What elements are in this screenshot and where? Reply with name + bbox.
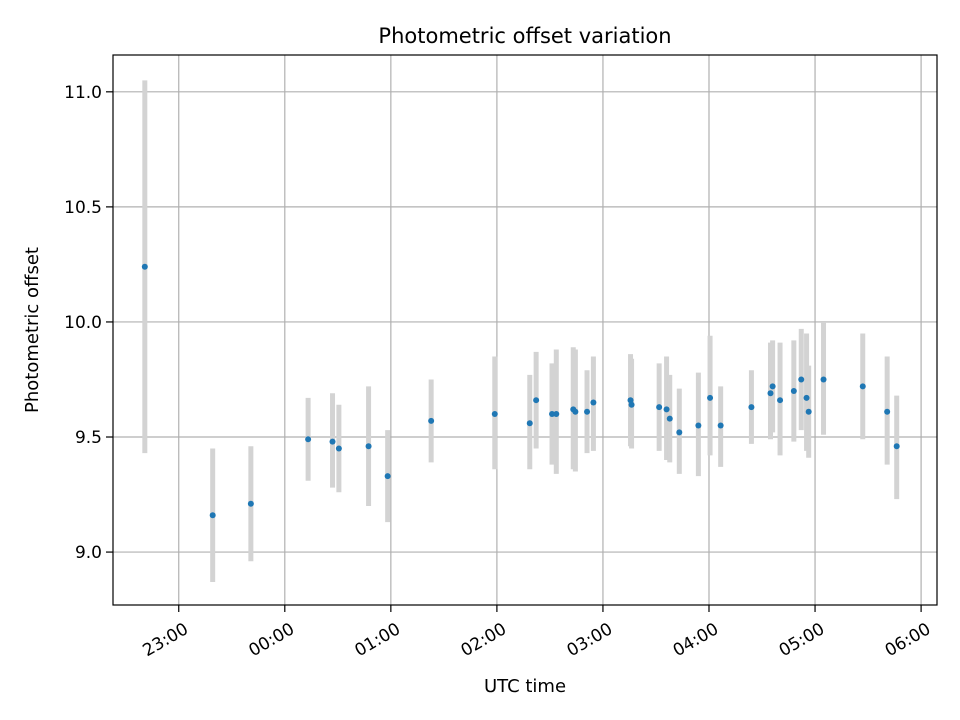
data-point [893, 443, 900, 450]
data-point [748, 404, 755, 411]
data-point [790, 387, 797, 394]
data-point [549, 410, 556, 417]
data-point [335, 445, 342, 452]
data-point [798, 376, 805, 383]
chart-title: Photometric offset variation [378, 24, 671, 48]
data-point [707, 394, 714, 401]
data-point [859, 383, 866, 390]
data-point [663, 406, 670, 413]
data-point [666, 415, 673, 422]
data-point [656, 404, 663, 411]
data-point [820, 376, 827, 383]
data-point [572, 408, 579, 415]
data-point [247, 500, 254, 507]
data-point [767, 390, 774, 397]
data-point [695, 422, 702, 429]
y-tick-label: 11.0 [64, 83, 102, 103]
data-point [590, 399, 597, 406]
data-point [803, 394, 810, 401]
data-point [584, 408, 591, 415]
data-point [553, 410, 560, 417]
y-tick-label: 9.0 [75, 543, 102, 563]
data-point [384, 473, 391, 480]
data-point [526, 420, 533, 427]
data-point [717, 422, 724, 429]
x-axis-label: UTC time [484, 676, 566, 697]
data-point [628, 401, 635, 408]
data-point [805, 408, 812, 415]
y-tick-label: 10.5 [64, 198, 102, 218]
y-axis-ticks: 9.0 9.5 10.0 10.5 11.0 [64, 83, 113, 563]
data-point [329, 438, 336, 445]
data-point [141, 263, 148, 270]
data-point [365, 443, 372, 450]
data-point [491, 410, 498, 417]
y-tick-label: 10.0 [64, 313, 102, 333]
data-point [676, 429, 683, 436]
data-point [627, 397, 634, 404]
data-point [769, 383, 776, 390]
point-layer [141, 263, 900, 519]
data-point [777, 397, 784, 404]
data-point [209, 512, 216, 519]
y-axis-label: Photometric offset [22, 247, 43, 413]
data-point [305, 436, 312, 443]
plot-frame [112, 54, 938, 606]
data-point [533, 397, 540, 404]
data-point [884, 408, 891, 415]
y-tick-label: 9.5 [75, 428, 102, 448]
data-point [428, 417, 435, 424]
